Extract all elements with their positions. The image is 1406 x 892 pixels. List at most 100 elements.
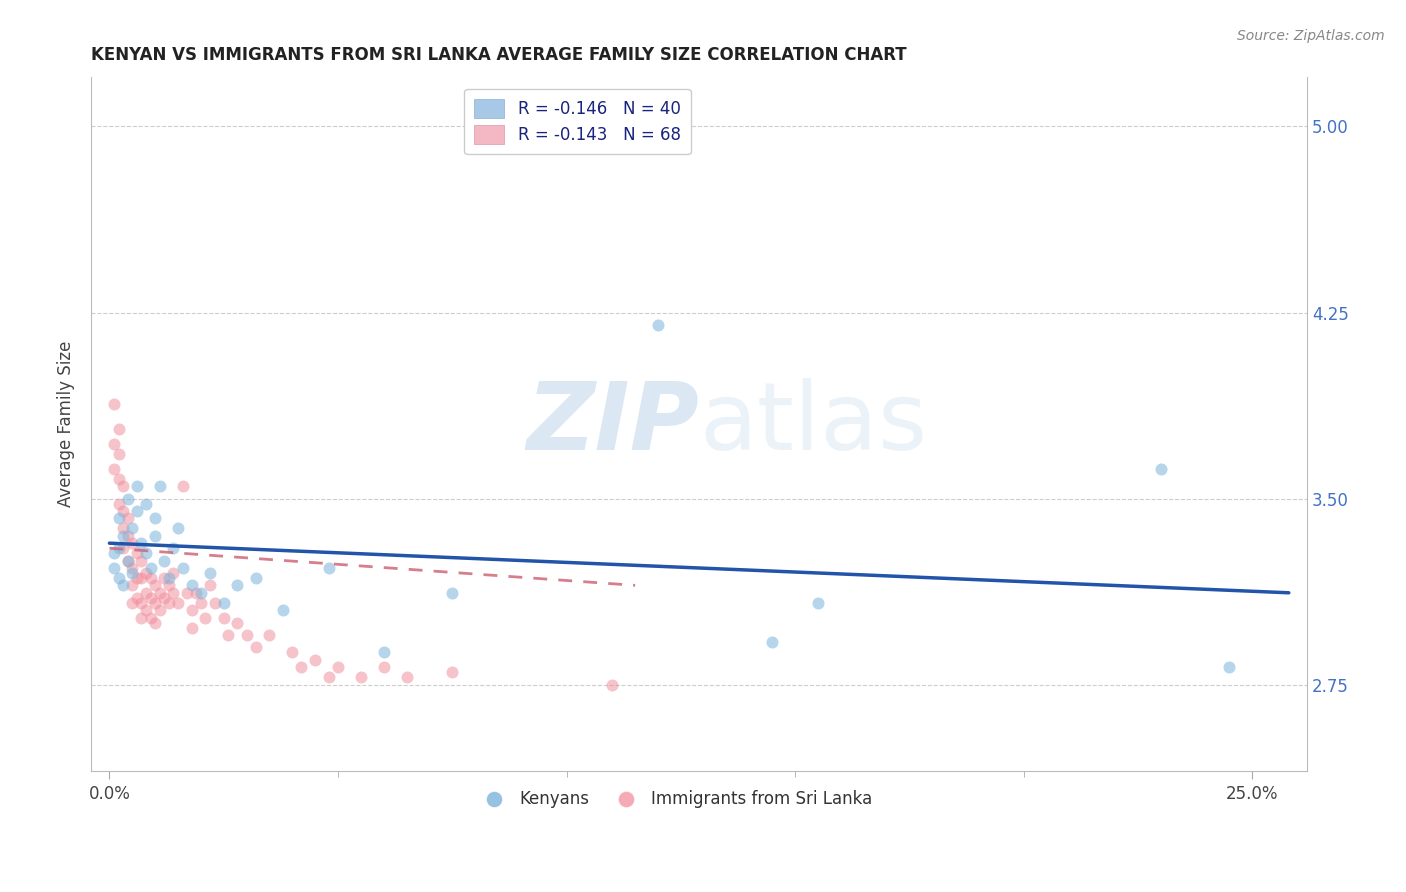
Point [180,578,202,592]
Point [117,491,139,506]
Point [125,479,148,493]
Point [245,571,267,585]
Point [761,635,783,649]
Point [441,586,464,600]
Point [135,496,157,510]
Text: KENYAN VS IMMIGRANTS FROM SRI LANKA AVERAGE FAMILY SIZE CORRELATION CHART: KENYAN VS IMMIGRANTS FROM SRI LANKA AVER… [91,46,907,64]
Point [157,596,180,610]
Point [139,571,162,585]
Point [143,615,166,630]
Point [107,541,129,556]
Point [117,553,139,567]
Point [103,437,125,451]
Point [395,670,418,684]
Point [103,462,125,476]
Point [226,578,249,592]
Text: Source: ZipAtlas.com: Source: ZipAtlas.com [1237,29,1385,43]
Point [103,561,125,575]
Point [125,571,148,585]
Point [245,640,267,655]
Point [326,660,349,674]
Text: atlas: atlas [699,378,928,470]
Point [135,586,157,600]
Point [226,615,249,630]
Point [172,561,194,575]
Point [318,561,340,575]
Point [107,496,129,510]
Point [135,603,157,617]
Point [149,586,172,600]
Point [112,541,135,556]
Point [103,546,125,560]
Legend: Kenyans, Immigrants from Sri Lanka: Kenyans, Immigrants from Sri Lanka [471,784,879,815]
Point [117,529,139,543]
Point [153,571,176,585]
Point [190,586,212,600]
Point [125,546,148,560]
Point [107,571,129,585]
Y-axis label: Average Family Size: Average Family Size [58,341,75,508]
Point [176,586,198,600]
Point [131,610,153,624]
Point [121,521,143,535]
Point [373,645,395,659]
Point [186,586,208,600]
Point [167,521,190,535]
Point [117,511,139,525]
Point [167,596,190,610]
Point [149,479,172,493]
Point [131,596,153,610]
Point [112,578,135,592]
Point [1150,462,1173,476]
Point [112,521,135,535]
Point [135,546,157,560]
Point [157,578,180,592]
Point [135,566,157,580]
Point [235,628,257,642]
Point [107,447,129,461]
Point [318,670,340,684]
Point [121,561,143,575]
Point [143,596,166,610]
Point [121,566,143,580]
Point [125,591,148,605]
Point [162,541,184,556]
Point [112,479,135,493]
Point [198,578,221,592]
Point [117,553,139,567]
Point [172,479,194,493]
Point [162,586,184,600]
Point [131,553,153,567]
Point [190,596,212,610]
Point [304,653,326,667]
Point [290,660,312,674]
Point [143,578,166,592]
Point [153,553,176,567]
Point [647,318,669,332]
Point [131,536,153,550]
Point [180,620,202,634]
Point [441,665,464,680]
Point [259,628,281,642]
Point [350,670,373,684]
Point [281,645,304,659]
Point [121,578,143,592]
Point [143,511,166,525]
Point [157,571,180,585]
Point [139,610,162,624]
Point [180,603,202,617]
Text: ZIP: ZIP [526,378,699,470]
Point [103,397,125,411]
Point [153,591,176,605]
Point [143,529,166,543]
Point [107,511,129,525]
Point [121,596,143,610]
Point [112,504,135,518]
Point [125,504,148,518]
Point [212,596,235,610]
Point [217,628,239,642]
Point [139,561,162,575]
Point [121,536,143,550]
Point [149,603,172,617]
Point [162,566,184,580]
